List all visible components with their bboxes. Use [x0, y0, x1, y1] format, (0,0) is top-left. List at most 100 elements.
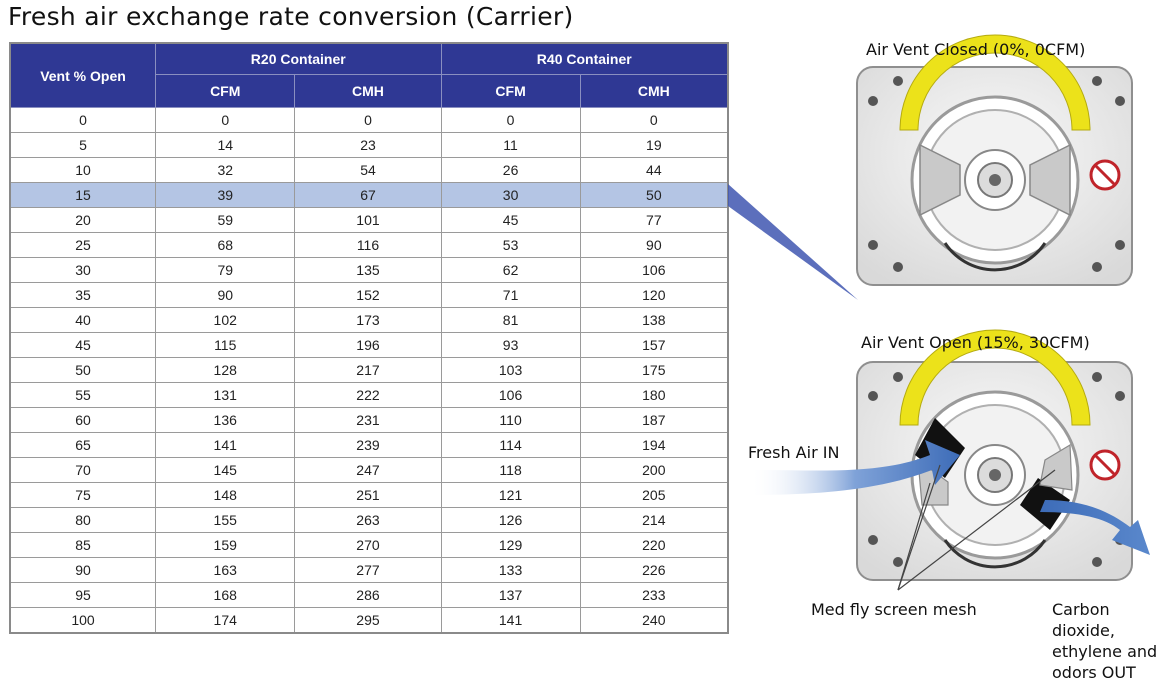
r20-cmh-cell: 152	[294, 282, 442, 308]
table-row: 45 115 196 93 157	[9, 332, 729, 358]
r20-cmh-cell: 116	[294, 232, 442, 258]
r40-cmh-cell: 19	[579, 132, 729, 158]
table-row: 10 32 54 26 44	[9, 157, 729, 183]
r40-cfm-cell: 26	[440, 157, 581, 183]
r20-cfm-cell: 145	[154, 457, 296, 483]
open-vent-panel	[856, 329, 1133, 581]
r40-cmh-cell: 187	[579, 407, 729, 433]
r20-cfm-cell: 148	[154, 482, 296, 508]
r40-cmh-cell: 90	[579, 232, 729, 258]
r20-cfm-cell: 159	[154, 532, 296, 558]
mesh-pointer-3	[897, 469, 1056, 591]
r40-cfm-cell: 141	[440, 607, 581, 634]
table-row: 15 39 67 30 50	[9, 182, 729, 208]
r40-cmh-header: CMH	[579, 74, 729, 108]
r40-cfm-cell: 71	[440, 282, 581, 308]
r20-cmh-cell: 196	[294, 332, 442, 358]
r40-cmh-cell: 200	[579, 457, 729, 483]
vent-percent-cell: 30	[9, 257, 156, 283]
r20-cmh-cell: 286	[294, 582, 442, 608]
table-row: 50 128 217 103 175	[9, 357, 729, 383]
table-row: 5 14 23 11 19	[9, 132, 729, 158]
exhaust-label-line: Carbon dioxide,	[1052, 600, 1115, 640]
r20-cmh-cell: 239	[294, 432, 442, 458]
vent-percent-cell: 85	[9, 532, 156, 558]
highlight-pointer	[728, 184, 858, 300]
r20-cfm-cell: 68	[154, 232, 296, 258]
exhaust-label-line: ethylene and	[1052, 642, 1158, 661]
r20-cfm-cell: 59	[154, 207, 296, 233]
r20-cfm-cell: 131	[154, 382, 296, 408]
vent-percent-cell: 95	[9, 582, 156, 608]
r20-cmh-cell: 277	[294, 557, 442, 583]
r40-cfm-cell: 129	[440, 532, 581, 558]
vent-percent-cell: 50	[9, 357, 156, 383]
closed-vent-panel	[856, 34, 1133, 286]
vent-percent-cell: 65	[9, 432, 156, 458]
fresh-air-in-arrow	[750, 440, 960, 495]
r20-cfm-cell: 141	[154, 432, 296, 458]
table-row: 70 145 247 118 200	[9, 457, 729, 483]
exhaust-label: Carbon dioxide, ethylene and odors OUT	[1052, 599, 1175, 683]
r20-cfm-cell: 102	[154, 307, 296, 333]
r20-cmh-cell: 231	[294, 407, 442, 433]
r40-cfm-cell: 121	[440, 482, 581, 508]
r40-cmh-cell: 50	[579, 182, 729, 208]
r20-cmh-cell: 295	[294, 607, 442, 634]
r40-cmh-cell: 194	[579, 432, 729, 458]
r20-cfm-cell: 168	[154, 582, 296, 608]
r40-cfm-header: CFM	[440, 74, 581, 108]
r20-cfm-cell: 0	[154, 107, 296, 133]
fresh-air-label: Fresh Air IN	[748, 443, 840, 462]
r40-cmh-cell: 220	[579, 532, 729, 558]
exhaust-label-line: odors OUT	[1052, 663, 1136, 682]
r20-cmh-cell: 101	[294, 207, 442, 233]
vent-percent-cell: 40	[9, 307, 156, 333]
vent-open-header: Vent % Open	[9, 42, 156, 108]
table-row: 75 148 251 121 205	[9, 482, 729, 508]
r40-cfm-cell: 81	[440, 307, 581, 333]
r40-cmh-cell: 44	[579, 157, 729, 183]
r20-cmh-cell: 54	[294, 157, 442, 183]
vent-percent-cell: 100	[9, 607, 156, 634]
r40-cmh-cell: 214	[579, 507, 729, 533]
vent-percent-cell: 5	[9, 132, 156, 158]
page-title: Fresh air exchange rate conversion (Carr…	[8, 2, 574, 31]
mesh-pointer-2	[897, 482, 931, 591]
r40-cmh-cell: 138	[579, 307, 729, 333]
table-row: 95 168 286 137 233	[9, 582, 729, 608]
table-body: 0 0 0 0 0 5 14 23 11 19 10 32 54 26 44 15 39 67 30 50 20 59 10…	[9, 107, 729, 634]
r40-cmh-cell: 106	[579, 257, 729, 283]
r20-cfm-header: CFM	[154, 74, 296, 108]
vent-illustrations	[728, 34, 1150, 591]
mesh-label: Med fly screen mesh	[811, 600, 977, 619]
vent-percent-cell: 35	[9, 282, 156, 308]
r40-cfm-cell: 137	[440, 582, 581, 608]
table-row: 100 174 295 141 240	[9, 607, 729, 634]
open-vent-label: Air Vent Open (15%, 30CFM)	[861, 333, 1090, 352]
exhaust-out-arrow	[1040, 500, 1150, 555]
r20-cfm-cell: 174	[154, 607, 296, 634]
table-row: 55 131 222 106 180	[9, 382, 729, 408]
table-row: 40 102 173 81 138	[9, 307, 729, 333]
r20-cfm-cell: 39	[154, 182, 296, 208]
r40-cmh-cell: 233	[579, 582, 729, 608]
vent-percent-cell: 90	[9, 557, 156, 583]
conversion-table: Vent % Open R20 Container R40 Container …	[9, 42, 729, 634]
table-row: 35 90 152 71 120	[9, 282, 729, 308]
r40-cfm-cell: 62	[440, 257, 581, 283]
table-row: 85 159 270 129 220	[9, 532, 729, 558]
r20-container-header: R20 Container	[155, 42, 442, 75]
r20-cmh-cell: 0	[294, 107, 442, 133]
vent-percent-cell: 45	[9, 332, 156, 358]
closed-vent-label: Air Vent Closed (0%, 0CFM)	[866, 40, 1086, 59]
table-row: 65 141 239 114 194	[9, 432, 729, 458]
r20-cfm-cell: 32	[154, 157, 296, 183]
r20-cfm-cell: 128	[154, 357, 296, 383]
mesh-pointer-1	[897, 464, 941, 591]
r40-cmh-cell: 240	[579, 607, 729, 634]
table-row: 25 68 116 53 90	[9, 232, 729, 258]
table-row: 30 79 135 62 106	[9, 257, 729, 283]
r20-cmh-header: CMH	[294, 74, 442, 108]
